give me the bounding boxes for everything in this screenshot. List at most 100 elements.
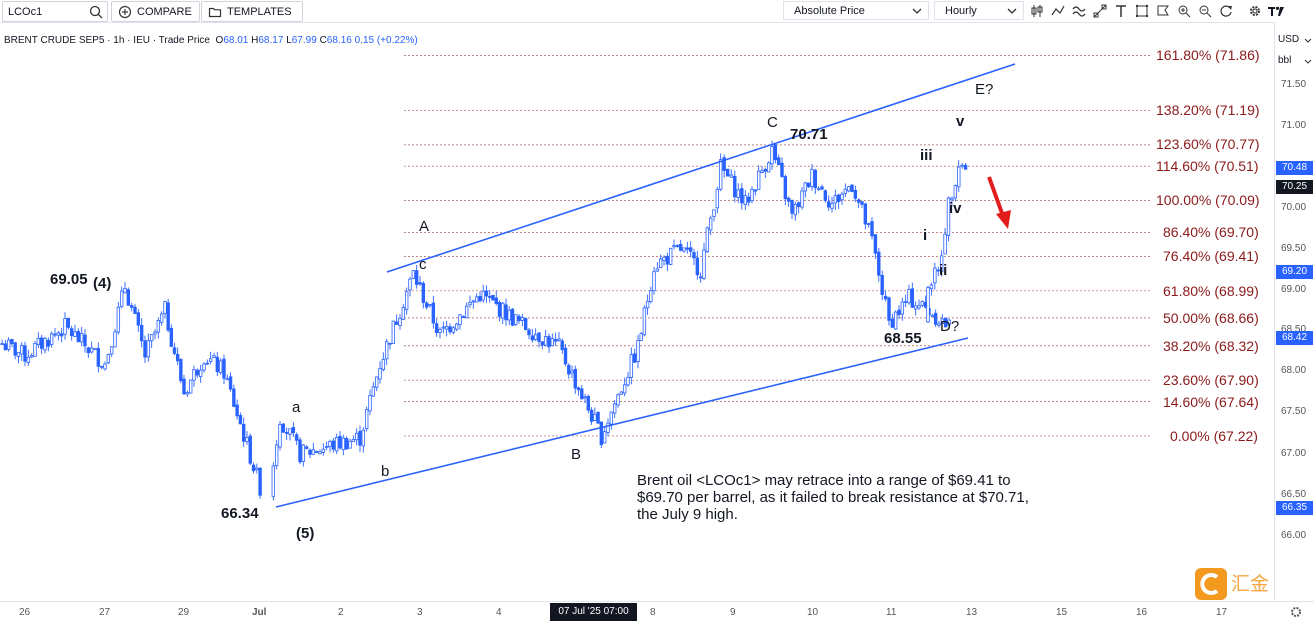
settings-icon[interactable] [1246, 2, 1263, 19]
symbol-search[interactable]: LCOc1 [2, 1, 108, 22]
candle-body [179, 359, 183, 382]
candle-body [3, 343, 8, 351]
candle-body [338, 435, 342, 449]
draw-icon[interactable] [1070, 2, 1087, 19]
price-type-select[interactable]: Absolute Price [783, 1, 929, 20]
candles-icon[interactable] [1028, 2, 1045, 19]
currency-label[interactable]: USD [1278, 34, 1300, 45]
candle-body [790, 199, 794, 214]
candle-body [235, 404, 239, 417]
candle-body [763, 168, 768, 172]
x-tick: 16 [1136, 607, 1148, 618]
time-axis[interactable] [0, 601, 1314, 625]
candle-body [736, 189, 740, 198]
candle-body [833, 195, 838, 204]
fib-icon[interactable] [1091, 2, 1108, 19]
candle-body [258, 467, 262, 496]
refresh-icon[interactable] [1217, 2, 1234, 19]
candles [0, 140, 968, 501]
wave-E: E? [975, 81, 994, 98]
candle-body [96, 348, 101, 367]
candle-body [143, 340, 147, 358]
wave-C: C [767, 114, 778, 131]
candle-body [658, 258, 663, 269]
candle-body [185, 392, 190, 395]
candle-body [374, 376, 379, 388]
candle-body [278, 424, 282, 448]
candle-body [0, 343, 4, 346]
candle-body [251, 464, 256, 472]
screenshot-icon[interactable] [1133, 2, 1150, 19]
candle-body [880, 274, 884, 295]
candle-body [491, 294, 495, 301]
indicators-icon[interactable] [1049, 2, 1066, 19]
compare-button[interactable]: COMPARE [111, 1, 200, 22]
interval-select[interactable]: Hourly [934, 1, 1024, 20]
text-icon[interactable] [1112, 2, 1129, 19]
wave-a-small: a [292, 399, 301, 416]
interval-value: Hourly [945, 4, 977, 17]
candle-body [756, 170, 761, 190]
candle-body [708, 217, 713, 231]
zoom-out-icon[interactable] [1196, 2, 1213, 19]
candle-body [540, 341, 545, 346]
alert-icon[interactable] [1154, 2, 1171, 19]
candle-body [381, 358, 386, 370]
upper-trendline [386, 63, 1016, 273]
candle-body [903, 301, 908, 303]
candle-body [318, 451, 322, 455]
y-tick: 70.00 [1281, 202, 1307, 213]
candle-body [649, 290, 653, 302]
candle-body [580, 388, 584, 400]
candle-body [29, 355, 34, 358]
axis-settings-icon[interactable] [1289, 605, 1303, 619]
wave-D-price: 68.55 [884, 330, 922, 347]
candle-body [917, 305, 921, 309]
candle-body [153, 331, 157, 335]
templates-button[interactable]: TEMPLATES [201, 1, 303, 22]
candle-body [464, 305, 469, 319]
candle-body [16, 351, 21, 357]
wave-C-price: 70.71 [790, 126, 828, 143]
candle-body [780, 162, 784, 177]
candle-body [408, 278, 412, 291]
candle-body [488, 296, 492, 298]
candle-body [527, 329, 531, 336]
candle-body [103, 363, 107, 370]
y-tick: 67.00 [1281, 448, 1307, 459]
candle-body [291, 426, 296, 434]
candle-body [311, 449, 316, 455]
wave-v: v [956, 113, 965, 130]
search-icon[interactable] [88, 4, 104, 20]
candle-body [586, 395, 591, 411]
candle-body [793, 203, 798, 216]
candle-body [668, 247, 673, 265]
candle-body [726, 168, 730, 177]
x-tick: 26 [19, 607, 31, 618]
candle-body [698, 276, 703, 279]
wave-D: D? [940, 318, 960, 335]
candle-body [573, 369, 577, 389]
x-tick: 9 [730, 607, 736, 618]
zoom-in-icon[interactable] [1175, 2, 1192, 19]
legend-l-label: L [286, 35, 292, 46]
wave-i: i [923, 227, 928, 244]
candle-body [563, 347, 568, 365]
top-toolbar: LCOc1 COMPARE TEMPLATES Absolute Price H… [0, 0, 1314, 23]
candle-body [773, 144, 778, 161]
wave-B: B [571, 446, 582, 463]
candle-body [378, 368, 382, 380]
candle-body [126, 289, 131, 306]
fib-label-0: 0.00% (67.22) [1170, 428, 1258, 444]
candle-body [361, 429, 366, 447]
candle-body [188, 379, 193, 394]
candle-body [341, 437, 346, 451]
fib-label-138: 138.20% (71.19) [1156, 102, 1260, 118]
candle-body [368, 395, 372, 412]
wave-A: A [419, 218, 430, 235]
symbol-input[interactable]: LCOc1 [8, 5, 43, 18]
candle-body [388, 342, 392, 345]
candle-body [907, 289, 911, 304]
candle-body [288, 428, 292, 435]
